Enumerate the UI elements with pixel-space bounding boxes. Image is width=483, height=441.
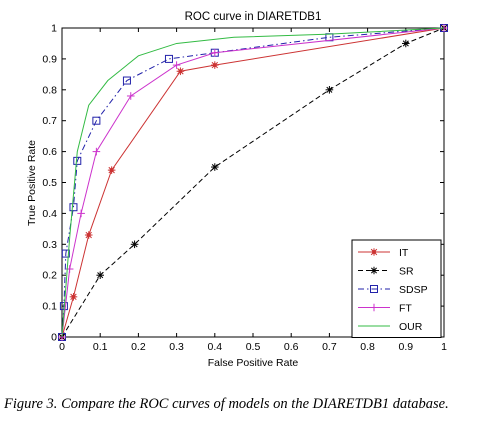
legend-marker — [370, 266, 378, 275]
x-tick-label: 0.2 — [131, 341, 146, 353]
x-tick-label: 0 — [59, 341, 65, 353]
y-tick-label: 0.1 — [42, 301, 57, 313]
legend-marker — [370, 248, 378, 256]
legend: IT SR SDSP FT OUR — [351, 239, 442, 338]
data-point-sr — [130, 240, 139, 249]
data-point-it — [211, 61, 219, 69]
x-tick-label: 0.9 — [398, 341, 413, 353]
y-tick-label: 0.8 — [42, 84, 57, 96]
roc-chart: ROC curve in DIARETDB1 0 0.1 0.2 0.3 0.4 0.5 0… — [26, 11, 448, 369]
figure-caption-text: Compare the ROC curves of models on the … — [61, 396, 449, 412]
y-tick-label: 0.5 — [42, 177, 57, 189]
x-tick-label: 0.3 — [169, 341, 184, 353]
data-point-sr — [96, 271, 104, 279]
data-point-it — [69, 293, 78, 301]
legend-label: SDSP — [399, 284, 428, 296]
y-axis-label: True Positive Rate — [26, 140, 38, 226]
legend-entry-sr: SR — [358, 265, 414, 277]
x-tick-label: 0.8 — [360, 341, 375, 353]
x-tick-label: 1 — [441, 341, 447, 353]
data-point-sdsp — [164, 54, 173, 63]
data-point-it — [84, 231, 93, 239]
data-point-sdsp — [92, 116, 101, 125]
y-tick-label: 0.6 — [42, 146, 57, 158]
data-point-sdsp — [122, 76, 131, 85]
figure-caption: Figure 3. Compare the ROC curves of mode… — [4, 395, 480, 413]
legend-marker — [370, 303, 378, 312]
legend-marker — [370, 285, 378, 293]
legend-box — [351, 239, 442, 338]
data-point-ft — [92, 147, 101, 156]
x-tick-label: 0.5 — [246, 341, 261, 353]
data-point-it — [176, 67, 185, 76]
legend-label: SR — [399, 265, 414, 277]
x-tick-label: 0.4 — [207, 341, 222, 353]
data-point-sr — [402, 39, 410, 48]
data-point-ft — [172, 61, 181, 69]
legend-label: OUR — [399, 321, 423, 333]
axis-ticks: 0 0.1 0.2 0.3 0.4 0.5 0.6 0.7 0.8 0.9 1 0 0.1 0.2 0.3 0… — [42, 23, 447, 354]
y-tick-label: 0.4 — [42, 208, 57, 220]
data-point-ft — [77, 209, 85, 218]
series-line-ft — [61, 27, 445, 338]
data-point-sdsp — [73, 156, 82, 165]
data-point-sdsp — [69, 203, 78, 212]
y-tick-label: 0.2 — [42, 270, 57, 282]
chart-title: ROC curve in DIARETDB1 — [185, 11, 322, 23]
data-point-sdsp — [61, 249, 70, 258]
data-point-sr — [211, 163, 219, 171]
data-point-ft — [126, 92, 135, 100]
series-line-our — [61, 27, 445, 338]
x-tick-label: 0.7 — [322, 341, 337, 353]
y-tick-label: 0.3 — [42, 239, 57, 251]
data-point-ft — [211, 48, 219, 57]
y-tick-label: 0.7 — [42, 115, 57, 127]
figure-caption-lead: Figure 3. — [4, 396, 58, 412]
series-layer — [58, 24, 448, 341]
x-axis-label: False Positive Rate — [208, 357, 299, 369]
y-tick-label: 0.9 — [42, 53, 57, 65]
data-point-it — [107, 166, 116, 174]
legend-label: FT — [399, 302, 412, 314]
data-point-sr — [325, 86, 334, 94]
legend-entry-our: OUR — [358, 321, 423, 333]
y-tick-label: 1 — [51, 23, 57, 35]
legend-entry-sdsp: SDSP — [358, 284, 428, 296]
y-tick-label: 0 — [51, 332, 57, 344]
x-tick-label: 0.1 — [93, 341, 108, 353]
series-line-sdsp — [61, 27, 445, 338]
legend-label: IT — [399, 247, 409, 259]
x-tick-label: 0.6 — [284, 341, 299, 353]
legend-entry-ft: FT — [358, 302, 412, 314]
legend-entry-it: IT — [358, 247, 409, 259]
